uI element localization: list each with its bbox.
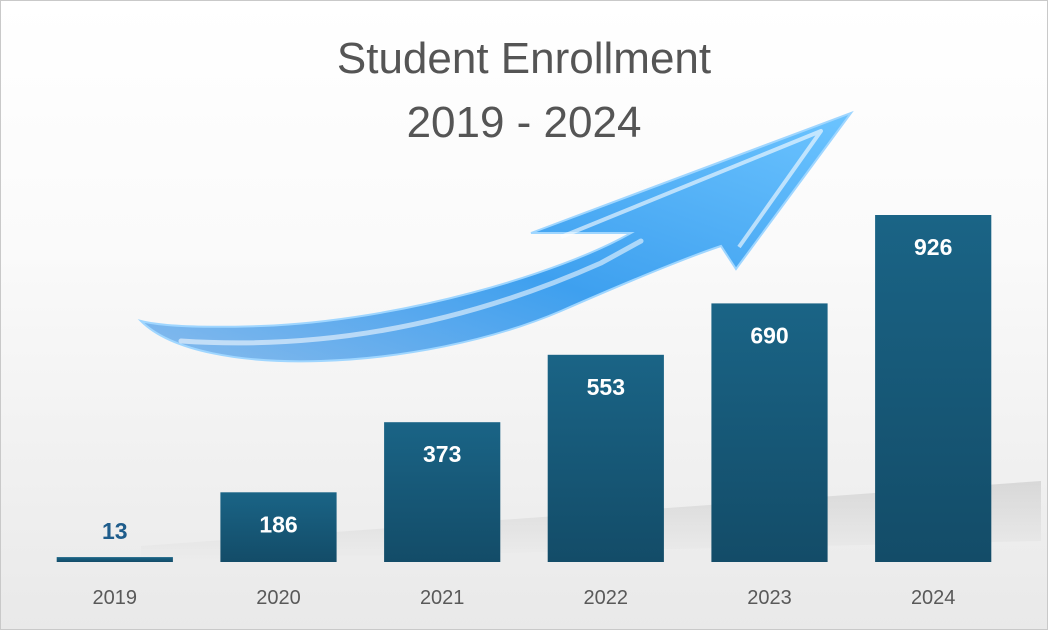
bars-layer	[56, 215, 992, 562]
bar-2019	[56, 557, 173, 562]
x-tick-label-2021: 2021	[420, 587, 465, 609]
x-tick-label-2023: 2023	[747, 587, 792, 609]
data-label-2024: 926	[914, 234, 952, 260]
data-label-2020: 186	[259, 511, 297, 537]
bar-2024	[875, 215, 992, 562]
data-label-2023: 690	[750, 322, 788, 348]
trend-arrow-icon	[137, 110, 854, 363]
chart-subtitle: 2019 - 2024	[406, 98, 642, 147]
data-labels-layer: 13 186 373 553 690 926	[102, 234, 952, 544]
data-label-2021: 373	[423, 441, 461, 467]
x-tick-label-2022: 2022	[584, 587, 629, 609]
data-label-2022: 553	[587, 374, 625, 400]
x-tick-label-2024: 2024	[911, 587, 956, 609]
data-label-2019: 13	[102, 518, 128, 544]
chart-title: Student Enrollment	[336, 34, 712, 83]
x-axis-ticks: 2019 2020 2021 2022 2023 2024	[93, 587, 956, 609]
bar-2020	[220, 492, 337, 562]
bar-2021	[384, 422, 501, 562]
x-tick-label-2020: 2020	[256, 587, 301, 609]
bar-2023	[711, 303, 828, 562]
x-tick-label-2019: 2019	[93, 587, 138, 609]
bar-2022	[547, 354, 664, 562]
